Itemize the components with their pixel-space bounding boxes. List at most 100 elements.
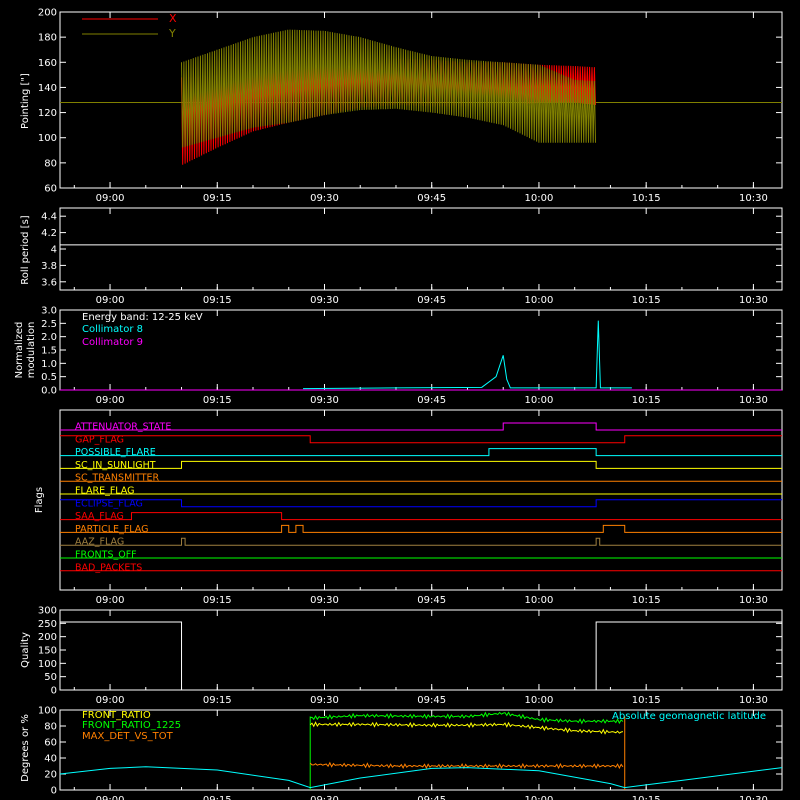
modulation-ytick-label-2: 1.0 xyxy=(41,359,57,370)
quality-xtick-label-0: 09:00 xyxy=(96,695,125,706)
quality-plot-group: 09:00 09:15 09:30 09:45 10:00 10:15 10:30 0 50 10… xyxy=(38,606,783,706)
flag-label-eclipse-flag: ECLIPSE_FLAG xyxy=(75,498,143,509)
roll-xtick-label-5: 10:15 xyxy=(632,295,661,306)
roll-xtick-label-1: 09:15 xyxy=(203,295,232,306)
quality-xtick-label-4: 10:00 xyxy=(525,695,554,706)
quality-ytick-label-3: 150 xyxy=(38,646,57,657)
pointing-ytick-label-5: 160 xyxy=(38,58,57,69)
legend-collimator-9: Collimator 9 xyxy=(82,337,143,348)
modulation-series-collimator-8 xyxy=(303,320,632,390)
flags-xtick-label-0: 09:00 xyxy=(96,595,125,606)
pointing-xtick-label-1: 09:15 xyxy=(203,193,232,204)
flag-label-fronts-off: FRONTS_OFF xyxy=(75,550,137,561)
roll-xtick-label-0: 09:00 xyxy=(96,295,125,306)
ratios-series-max-det-vs-tot xyxy=(309,761,624,770)
pointing-xtick-label-4: 10:00 xyxy=(525,193,554,204)
quality-ytick-label-1: 50 xyxy=(44,672,57,683)
flag-label-flare-flag: FLARE_FLAG xyxy=(75,486,135,497)
flag-label-possible-flare: POSSIBLE_FLARE xyxy=(75,447,156,458)
flag-label-sc-in-sunlight: SC_IN_SUNLIGHT xyxy=(75,460,156,471)
roll-plot-group: 09:00 09:15 09:30 09:45 10:00 10:15 10:30 3.6 3.… xyxy=(41,207,783,306)
legend-front-ratio-1225: FRONT_RATIO_1225 xyxy=(82,720,181,731)
flags-xtick-label-6: 10:30 xyxy=(739,595,768,606)
modulation-xtick-label-4: 10:00 xyxy=(525,395,554,406)
flags-xtick-label-5: 10:15 xyxy=(632,595,661,606)
ratios-ytick-label-3: 60 xyxy=(44,738,57,749)
pointing-ytick-label-7: 200 xyxy=(38,8,57,19)
ratios-xtick-label-5: 10:15 xyxy=(632,795,661,800)
legend-x-label: X xyxy=(169,12,177,25)
ratios-xtick-label-6: 10:30 xyxy=(739,795,768,800)
quality-ytick-label-2: 100 xyxy=(38,659,57,670)
quality-ytick-label-6: 300 xyxy=(38,606,57,617)
legend-y-label: Y xyxy=(168,27,176,40)
ratios-plot-group: 09:00 09:15 09:30 09:45 10:00 10:15 10:30 0 20 40… xyxy=(38,706,783,800)
geomag-latitude-annotation: Absolute geomagnetic latitude xyxy=(612,711,766,722)
modulation-ytick-label-6: 3.0 xyxy=(41,306,57,317)
flags-plot-group: 09:00 09:15 09:30 09:45 10:00 10:15 10:30 ATTEN… xyxy=(59,409,783,606)
roll-xtick-label-4: 10:00 xyxy=(525,295,554,306)
ratios-xtick-label-4: 10:00 xyxy=(525,795,554,800)
flags-ylabel: Flags xyxy=(34,487,45,513)
ratios-ytick-label-5: 100 xyxy=(38,706,57,717)
flag-label-attenuator-state: ATTENUATOR_STATE xyxy=(75,422,171,433)
pointing-frame xyxy=(59,11,783,189)
pointing-xtick-label-0: 09:00 xyxy=(96,193,125,204)
roll-ytick-label-3: 4.2 xyxy=(41,228,57,239)
modulation-xtick-label-1: 09:15 xyxy=(203,395,232,406)
quality-ytick-label-4: 200 xyxy=(38,632,57,643)
quality-ytick-label-0: 0 xyxy=(51,686,57,697)
modulation-xtick-label-0: 09:00 xyxy=(96,395,125,406)
legend-collimator-8: Collimator 8 xyxy=(82,324,143,335)
pointing-ytick-label-6: 180 xyxy=(38,33,57,44)
ratios-xtick-label-2: 09:30 xyxy=(310,795,339,800)
ratios-xtick-label-0: 09:00 xyxy=(96,795,125,800)
pointing-panel: 09:00 09:15 09:30 09:45 10:00 10:15 10:30 60 80 1… xyxy=(20,8,783,204)
modulation-plot-group: 09:00 09:15 09:30 09:45 10:00 10:15 10:30 0.0 0.… xyxy=(41,306,783,406)
modulation-ytick-label-3: 1.5 xyxy=(41,346,57,357)
pointing-plot-group: 09:00 09:15 09:30 09:45 10:00 10:15 10:30 60 80 1… xyxy=(38,8,783,204)
ratios-ylabel: Degrees or % xyxy=(20,714,31,782)
ratios-ytick-label-4: 80 xyxy=(44,722,57,733)
flags-xtick-label-4: 10:00 xyxy=(525,595,554,606)
ratios-ytick-label-2: 40 xyxy=(44,754,57,765)
modulation-xtick-label-2: 09:30 xyxy=(310,395,339,406)
pointing-ylabel: Pointing ["] xyxy=(20,73,31,129)
roll-ytick-label-2: 4 xyxy=(51,245,57,256)
ratios-ytick-label-0: 0 xyxy=(51,786,57,797)
pointing-xtick-label-6: 10:30 xyxy=(739,193,768,204)
pointing-xtick-label-2: 09:30 xyxy=(310,193,339,204)
roll-frame xyxy=(59,207,783,291)
roll-ytick-label-0: 3.6 xyxy=(41,277,57,288)
roll-xtick-label-2: 09:30 xyxy=(310,295,339,306)
flag-line-eclipse-flag xyxy=(60,499,782,508)
quality-xtick-label-6: 10:30 xyxy=(739,695,768,706)
quality-xtick-label-1: 09:15 xyxy=(203,695,232,706)
roll-ytick-label-4: 4.4 xyxy=(41,212,57,223)
roll-xtick-label-6: 10:30 xyxy=(739,295,768,306)
ratios-ytick-label-1: 20 xyxy=(44,770,57,781)
modulation-panel: 09:00 09:15 09:30 09:45 10:00 10:15 10:30 0.0 0.… xyxy=(14,306,783,406)
ratios-xtick-label-3: 09:45 xyxy=(417,795,446,800)
quality-xtick-label-5: 10:15 xyxy=(632,695,661,706)
modulation-xtick-label-5: 10:15 xyxy=(632,395,661,406)
quality-xtick-label-2: 09:30 xyxy=(310,695,339,706)
modulation-xtick-label-6: 10:30 xyxy=(739,395,768,406)
pointing-ytick-label-1: 80 xyxy=(44,158,57,169)
modulation-ytick-label-0: 0.0 xyxy=(41,386,57,397)
quality-panel: 09:00 09:15 09:30 09:45 10:00 10:15 10:30 0 50 10… xyxy=(20,606,783,706)
flag-line-possible-flare xyxy=(60,448,782,457)
quality-ytick-label-5: 250 xyxy=(38,619,57,630)
flag-line-saa-flag xyxy=(60,512,782,521)
modulation-xtick-label-3: 09:45 xyxy=(417,395,446,406)
flag-label-saa-flag: SAA_FLAG xyxy=(75,511,124,522)
modulation-ytick-label-1: 0.5 xyxy=(41,372,57,383)
modulation-ytick-label-4: 2.0 xyxy=(41,332,57,343)
pointing-series-y xyxy=(181,29,596,148)
flag-label-sc-transmitter: SC_TRANSMITTER xyxy=(75,473,160,484)
ratios-panel: 09:00 09:15 09:30 09:45 10:00 10:15 10:30 0 20 40… xyxy=(20,706,783,800)
pointing-ytick-label-3: 120 xyxy=(38,108,57,119)
ratios-frame xyxy=(59,709,783,791)
flags-panel: 09:00 09:15 09:30 09:45 10:00 10:15 10:30 ATTEN… xyxy=(34,409,783,606)
